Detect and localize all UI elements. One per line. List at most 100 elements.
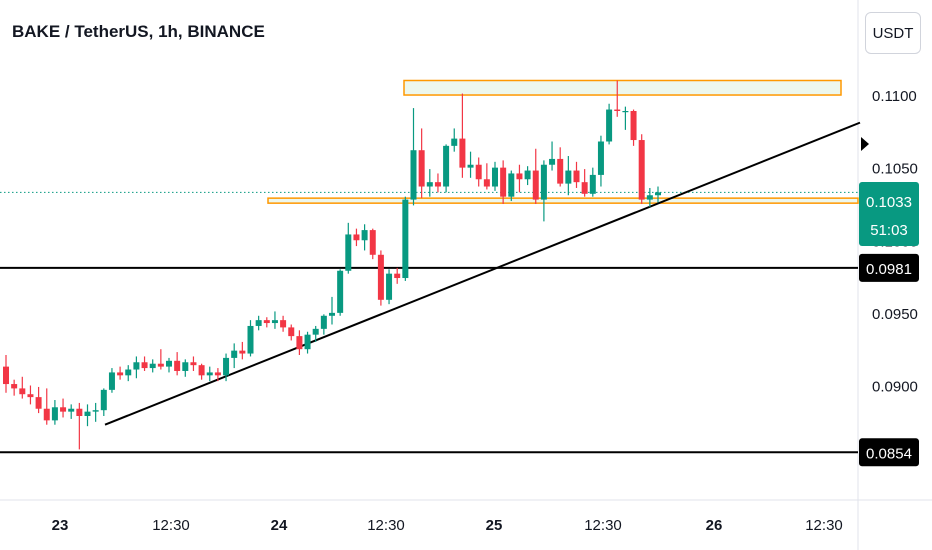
candle-body xyxy=(133,362,140,370)
candle-body xyxy=(516,173,523,180)
candle-body xyxy=(51,407,58,421)
candle-body xyxy=(410,150,417,200)
candle-body xyxy=(206,372,213,376)
candle-body xyxy=(198,365,205,376)
candle-body xyxy=(614,109,621,111)
candle-body xyxy=(655,192,661,196)
candle-body xyxy=(149,363,156,369)
candle-body xyxy=(296,336,303,350)
candle-body xyxy=(271,320,278,324)
candle-body xyxy=(483,179,490,187)
candle-body xyxy=(231,350,238,358)
candle-body xyxy=(125,369,132,376)
x-tick-label: 24 xyxy=(271,517,288,534)
candle-body xyxy=(166,360,172,367)
y-tick-label: 0.1100 xyxy=(872,88,917,105)
x-tick-label: 26 xyxy=(706,517,723,534)
candle-body xyxy=(345,234,352,271)
horizontal-level-badge xyxy=(859,438,919,467)
x-tick-label: 12:30 xyxy=(805,517,843,534)
horizontal-level-label: 0.0854 xyxy=(866,445,912,462)
candle-body xyxy=(646,195,653,200)
symbol-title: BAKE / TetherUS, 1h, BINANCE xyxy=(12,22,265,41)
candle-body xyxy=(638,140,645,200)
x-tick-label: 25 xyxy=(486,517,503,534)
candle-body xyxy=(60,407,67,412)
candle-body xyxy=(418,150,425,187)
candle-body xyxy=(524,170,531,180)
candle-body xyxy=(377,254,384,300)
bar-countdown-label: 51:03 xyxy=(870,222,908,239)
horizontal-level-label: 0.0981 xyxy=(866,261,912,278)
candle-body xyxy=(3,366,9,385)
candle-body xyxy=(76,408,83,416)
candle-body xyxy=(11,384,18,389)
candle-body xyxy=(329,312,335,316)
candle-body xyxy=(190,362,197,366)
candle-body xyxy=(35,397,42,409)
candle-body xyxy=(353,234,360,241)
candle-body xyxy=(500,167,507,197)
candle-body xyxy=(459,138,466,168)
candle-body xyxy=(247,325,254,354)
candle-body xyxy=(100,389,107,411)
candle-body xyxy=(630,111,637,141)
candle-body xyxy=(426,182,433,187)
candle-body xyxy=(174,360,181,371)
candle-body xyxy=(361,230,368,241)
candle-body xyxy=(549,158,556,165)
y-tick-label: 0.0950 xyxy=(872,306,918,323)
candle-body xyxy=(589,174,596,194)
candle-body xyxy=(532,170,539,200)
candle-body xyxy=(280,320,287,328)
candle-body xyxy=(19,388,26,395)
candle-body xyxy=(312,328,319,335)
price-zone xyxy=(403,79,842,96)
candle-body xyxy=(443,145,450,187)
candle-body xyxy=(369,230,376,255)
candle-body xyxy=(337,270,344,313)
candle-body xyxy=(386,273,393,300)
trend-line xyxy=(104,121,861,426)
candle-body xyxy=(475,164,482,180)
candle-body xyxy=(214,372,221,376)
candle-body xyxy=(84,411,91,416)
candle-body xyxy=(565,170,572,184)
x-tick-label: 23 xyxy=(52,517,69,534)
candle-body xyxy=(68,408,75,412)
candle-body xyxy=(581,182,588,194)
candle-body xyxy=(597,141,604,175)
candle-body xyxy=(239,350,246,354)
candle-body xyxy=(451,138,458,146)
candle-body xyxy=(92,410,99,412)
candle-body xyxy=(27,394,34,398)
candle-body xyxy=(492,167,498,187)
y-tick-label: 0.0900 xyxy=(872,379,918,396)
x-tick-label: 12:30 xyxy=(367,517,405,534)
candle-body xyxy=(117,372,124,376)
candle-body xyxy=(402,199,409,279)
candle-body xyxy=(223,357,230,376)
candle-body xyxy=(508,173,515,197)
x-tick-label: 12:30 xyxy=(584,517,622,534)
candle-body xyxy=(43,408,50,421)
x-tick-label: 12:30 xyxy=(152,517,190,534)
candle-body xyxy=(606,109,613,142)
candle-body xyxy=(622,111,629,113)
candle-body xyxy=(434,182,441,187)
candle-body xyxy=(157,363,164,367)
candle-body xyxy=(320,315,327,329)
candle-body xyxy=(182,362,189,371)
candle-body xyxy=(573,170,580,183)
candle-body xyxy=(540,164,547,200)
currency-button[interactable]: USDT xyxy=(865,12,921,54)
current-price-badge xyxy=(859,182,919,246)
current-price-label: 0.1033 xyxy=(866,194,912,211)
candle-body xyxy=(557,158,564,184)
candle-body xyxy=(394,273,401,279)
candle-body xyxy=(288,327,295,337)
candle-body xyxy=(304,334,311,350)
price-zone xyxy=(267,197,859,204)
candle-body xyxy=(141,362,148,369)
